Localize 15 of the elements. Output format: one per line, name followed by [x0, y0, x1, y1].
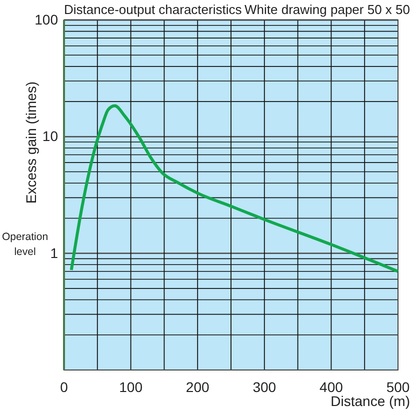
x-axis-title: Distance (m)	[330, 393, 410, 409]
y-tick-label: 1	[50, 244, 58, 261]
chart-subtitle: White drawing paper 50 x 50	[244, 2, 410, 17]
line-series	[70, 104, 400, 273]
y-axis-title: Excess gain (times)	[23, 81, 39, 204]
chart-title: Distance-output characteristics	[64, 2, 242, 17]
text: Operation level	[2, 231, 48, 258]
x-tick-label: 0	[60, 378, 68, 395]
x-tick-label: 100	[119, 378, 143, 395]
x-tick-label: 300	[252, 378, 276, 395]
x-tick-label: 200	[186, 378, 210, 395]
x-tick-label: 500	[386, 378, 410, 395]
y-tick-label: 100	[34, 11, 58, 28]
y-tick-label: 10	[42, 128, 58, 144]
x-tick-label: 400	[320, 378, 344, 395]
